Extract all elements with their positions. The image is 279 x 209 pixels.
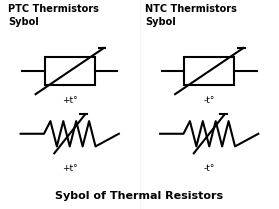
Text: -t°: -t° xyxy=(204,164,215,173)
Text: NTC Thermistors
Sybol: NTC Thermistors Sybol xyxy=(145,4,237,27)
Bar xyxy=(45,57,95,85)
Bar xyxy=(184,57,234,85)
Text: -t°: -t° xyxy=(204,96,215,105)
Text: Sybol of Thermal Resistors: Sybol of Thermal Resistors xyxy=(56,191,223,201)
Text: +t°: +t° xyxy=(62,164,78,173)
Text: +t°: +t° xyxy=(62,96,78,105)
Text: PTC Thermistors
Sybol: PTC Thermistors Sybol xyxy=(8,4,99,27)
